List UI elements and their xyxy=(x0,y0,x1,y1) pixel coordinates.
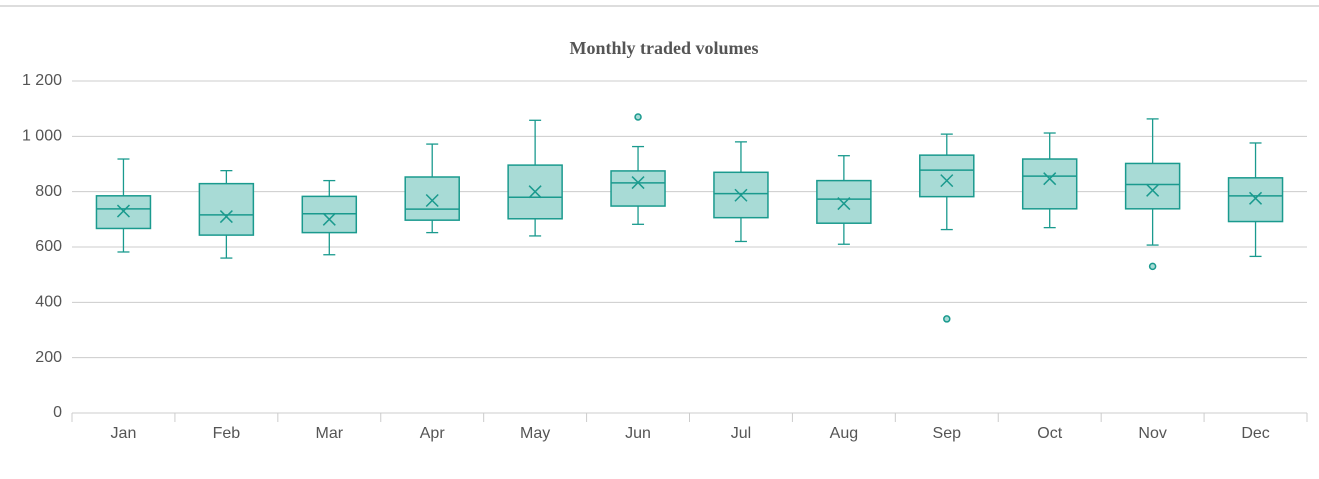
chart-title: Monthly traded volumes xyxy=(570,38,759,58)
outlier xyxy=(1148,262,1157,271)
mean-marker xyxy=(425,193,439,208)
x-tick-label: Jul xyxy=(731,425,751,442)
x-tick-label: Mar xyxy=(316,425,344,442)
mean-marker xyxy=(1043,172,1057,186)
box xyxy=(404,176,460,221)
box xyxy=(816,179,872,224)
x-tick-label: Apr xyxy=(420,425,446,442)
x-tick-label: Dec xyxy=(1241,425,1269,442)
y-tick-label: 800 xyxy=(35,183,62,200)
box xyxy=(610,170,666,207)
mean-marker xyxy=(631,176,645,190)
mean-marker xyxy=(528,185,542,199)
box xyxy=(1227,177,1284,223)
mean-marker xyxy=(1146,183,1160,197)
box xyxy=(95,195,152,230)
box xyxy=(198,182,255,236)
x-tick-label: Sep xyxy=(933,425,962,442)
y-tick-label: 400 xyxy=(35,294,62,311)
mean-marker xyxy=(219,210,233,224)
x-tick-label: Nov xyxy=(1138,425,1166,442)
outlier xyxy=(634,113,642,121)
box xyxy=(1021,158,1078,210)
x-tick-label: May xyxy=(520,425,550,442)
x-tick-label: Jan xyxy=(111,425,137,442)
box xyxy=(919,154,975,198)
y-tick-label: 1 000 xyxy=(22,128,62,145)
outlier xyxy=(943,315,951,323)
mean-marker xyxy=(116,204,130,218)
y-tick-label: 600 xyxy=(35,238,62,255)
y-tick-label: 200 xyxy=(35,349,62,366)
x-tick-label: Feb xyxy=(213,425,241,442)
mean-marker xyxy=(1249,191,1263,205)
x-tick-label: Aug xyxy=(830,425,858,442)
x-tick-label: Jun xyxy=(625,425,651,442)
mean-marker xyxy=(940,174,954,188)
mean-marker xyxy=(734,188,748,202)
y-tick-label: 1 200 xyxy=(22,72,62,89)
box xyxy=(1124,162,1181,210)
x-tick-label: Oct xyxy=(1037,425,1062,442)
mean-marker xyxy=(837,197,851,211)
mean-marker xyxy=(322,212,336,226)
y-tick-label: 0 xyxy=(53,404,62,421)
